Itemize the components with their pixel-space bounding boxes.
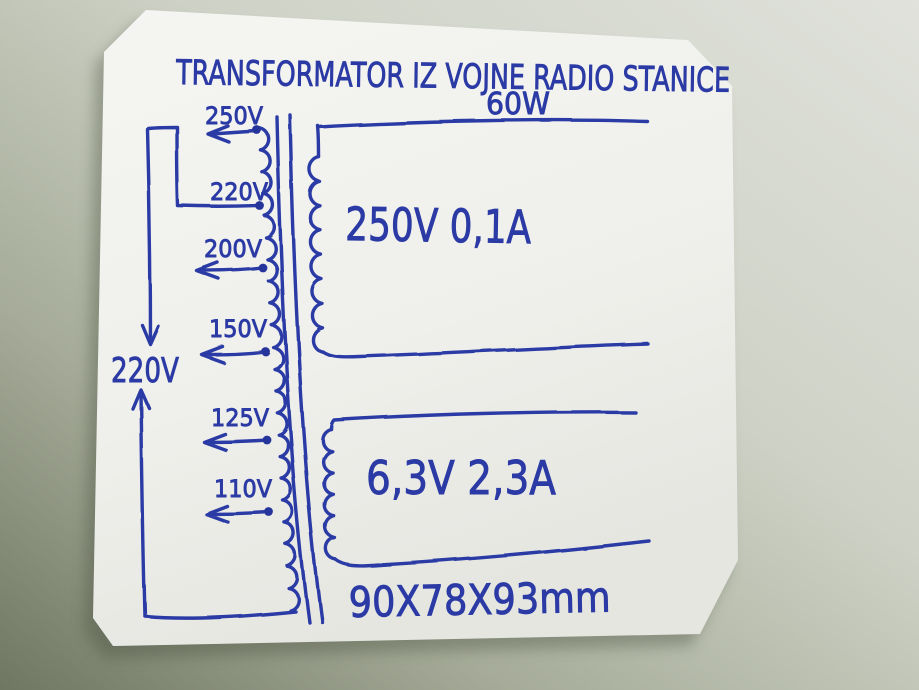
tap-arrow-250v [206,124,258,144]
mains-voltage-text: 220V [111,351,179,391]
mains-rail-upper [145,127,152,343]
wire-bottom-return [143,609,297,620]
tap-label-220v: 220V [210,178,269,206]
up-arrow-icon [131,388,151,411]
tap-arrow-200v [195,261,264,281]
tap-dot-220v [255,201,265,211]
lv-secondary-rating-text: 6,3V 2,3A [366,451,556,505]
tap-dots [252,125,274,517]
hv-secondary-bottom-lead [321,342,650,360]
wire-220v-tap [146,125,262,209]
tap-dot-200v [258,263,268,273]
down-arrow-icon [140,323,160,346]
tap-dot-150v [260,346,270,356]
lv-secondary-winding [320,427,338,562]
hv-secondary-winding [307,155,325,354]
primary-winding [257,126,300,612]
hv-secondary-top-corner [316,124,321,159]
lv-secondary-bottom-lead [334,539,651,568]
dimensions-text: 90X78X93mm [348,573,611,627]
lv-secondary-top-lead [329,410,637,431]
schematic-wires [131,113,651,624]
tap-label-200v: 200V [204,235,263,263]
hv-secondary-top-lead [317,118,650,129]
core-line-right [288,113,324,624]
mains-rail-lower [139,390,147,618]
tap-label-110v: 110V [214,475,273,503]
tap-label-150v: 150V [209,315,268,343]
tap-dot-250v [252,125,262,135]
tap-label-125v: 125V [211,404,270,432]
paper-sheet [93,10,738,646]
tap-label-250v: 250V [205,102,264,130]
tap-dot-125v [262,435,272,445]
core-line-left [275,115,311,624]
hv-secondary-rating-text: 250V 0,1A [345,197,532,254]
power-rating-text: 60W [486,87,550,122]
handwritten-labels: TRANSFORMATOR IZ VOJNE RADIO STANICE 60W… [111,53,731,628]
title-text: TRANSFORMATOR IZ VOJNE RADIO STANICE [175,53,730,101]
tap-dot-110v [264,507,274,517]
